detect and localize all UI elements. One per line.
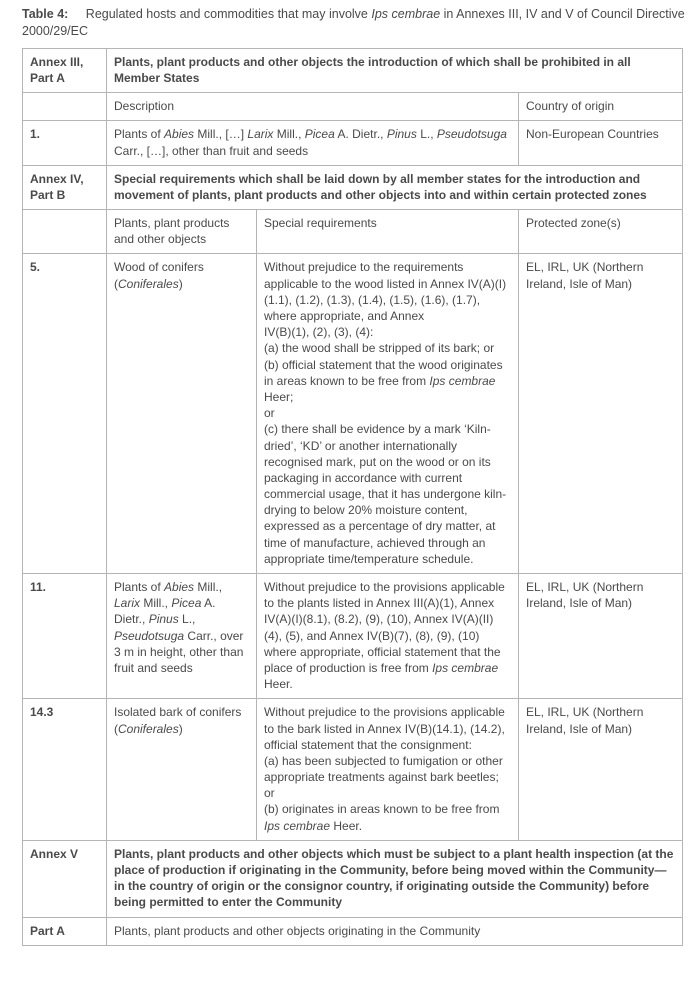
row-num: 14.3 [23,699,107,841]
annex5-partA-text: Plants, plant products and other objects… [107,917,683,945]
txt: Without prejudice to the provisions appl… [264,705,505,751]
annex3-h-origin: Country of origin [519,93,683,121]
annex3-subheader-row: Description Country of origin [23,93,683,121]
row-zone: EL, IRL, UK (Northern Ireland, Isle of M… [519,254,683,574]
regulation-table: Annex III, Part A Plants, plant products… [22,48,683,946]
annex4-h1: Plants, plant products and other objects [107,210,257,254]
txt-i: Ips cembrae [429,374,495,388]
row-requirements: Without prejudice to the requirements ap… [257,254,519,574]
txt: Mill., [140,596,171,610]
row-zone: EL, IRL, UK (Northern Ireland, Isle of M… [519,699,683,841]
caption-text-a: Regulated hosts and commodities that may… [86,7,372,21]
txt-i: Coniferales [118,722,179,736]
txt-i: Pinus [387,127,417,141]
txt: or [264,786,275,800]
txt: (b) originates in areas known to be free… [264,802,499,816]
caption-label: Table 4: [22,7,68,21]
txt: IV(B)(1), (2), (3), (4): [264,325,373,339]
annex3-left: Annex III, Part A [23,48,107,92]
annex3-header-row: Annex III, Part A Plants, plant products… [23,48,683,92]
txt-i: Larix [247,127,273,141]
txt: ) [179,722,183,736]
annex5-title: Plants, plant products and other objects… [107,840,683,917]
annex3-row-1: 1. Plants of Abies Mill., […] Larix Mill… [23,121,683,165]
txt: L., [179,612,196,626]
annex3-row-num: 1. [23,121,107,165]
row-num: 5. [23,254,107,574]
txt: (a) has been subjected to fumigation or … [264,754,503,784]
annex4-header-row: Annex IV, Part B Special requirements wh… [23,165,683,209]
annex5-partA-row: Part A Plants, plant products and other … [23,917,683,945]
annex5-header-row: Annex V Plants, plant products and other… [23,840,683,917]
row-plants: Plants of Abies Mill., Larix Mill., Pice… [107,574,257,699]
txt: Plants of [114,127,164,141]
txt: L., [417,127,437,141]
annex4-row-5: 5. Wood of conifers (Coniferales) Withou… [23,254,683,574]
caption-italic: Ips cembrae [371,7,440,21]
annex3-title: Plants, plant products and other objects… [107,48,683,92]
txt-i: Pinus [149,612,179,626]
annex3-row-origin: Non-European Countries [519,121,683,165]
annex4-title: Special requirements which shall be laid… [107,165,683,209]
annex5-partA-left: Part A [23,917,107,945]
txt: Carr., […], other than fruit and seeds [114,144,308,158]
txt-i: Picea [171,596,201,610]
annex4-row-11: 11. Plants of Abies Mill., Larix Mill., … [23,574,683,699]
annex4-left: Annex IV, Part B [23,165,107,209]
empty-cell [23,93,107,121]
txt-i: Ips cembrae [264,819,330,833]
txt-i: Pseudotsuga [437,127,507,141]
annex4-row-14-3: 14.3 Isolated bark of conifers (Conifera… [23,699,683,841]
annex4-subheader-row: Plants, plant products and other objects… [23,210,683,254]
txt-i: Abies [164,127,194,141]
txt: A. Dietr., [335,127,387,141]
annex5-left: Annex V [23,840,107,917]
empty-cell [23,210,107,254]
row-plants: Isolated bark of conifers (Coniferales) [107,699,257,841]
txt-i: Larix [114,596,140,610]
txt: Without prejudice to the requirements ap… [264,260,506,323]
txt: Heer; [264,390,293,404]
txt: (a) the wood shall be stripped of its ba… [264,341,494,355]
row-zone: EL, IRL, UK (Northern Ireland, Isle of M… [519,574,683,699]
txt: or [264,406,275,420]
annex4-h2: Special requirements [257,210,519,254]
txt-i: Abies [164,580,194,594]
txt: ) [179,277,183,291]
txt: Mill., [273,127,304,141]
row-requirements: Without prejudice to the provisions appl… [257,699,519,841]
row-num: 11. [23,574,107,699]
annex3-row-desc: Plants of Abies Mill., […] Larix Mill., … [107,121,519,165]
txt-i: Picea [305,127,335,141]
txt: Heer. [264,677,293,691]
txt: Mill., […] [194,127,247,141]
txt: Heer. [330,819,362,833]
txt-i: Ips cembrae [432,661,498,675]
annex4-h3: Protected zone(s) [519,210,683,254]
table-caption: Table 4: Regulated hosts and commodities… [0,0,696,48]
txt-i: Pseudotsuga [114,629,184,643]
txt: (c) there shall be evidence by a mark ‘K… [264,422,506,566]
txt: Plants of [114,580,164,594]
row-plants: Wood of conifers (Coniferales) [107,254,257,574]
row-requirements: Without prejudice to the provisions appl… [257,574,519,699]
txt: Mill., [194,580,222,594]
annex3-h-desc: Description [107,93,519,121]
txt-i: Coniferales [118,277,179,291]
